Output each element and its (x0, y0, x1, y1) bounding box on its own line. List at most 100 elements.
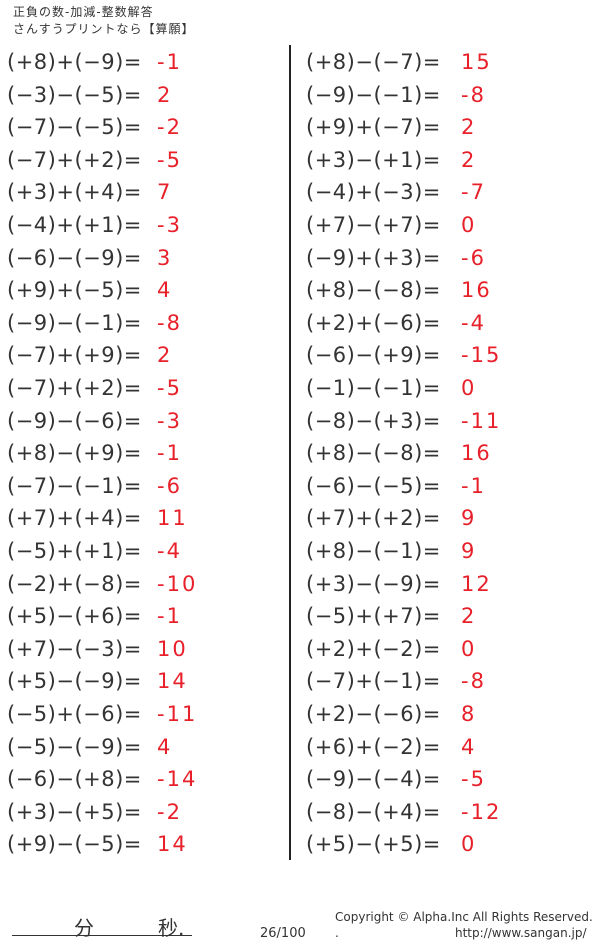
problem-expression: (−7)+(+2)= (7, 147, 142, 172)
problem-expression: (+8)+(−9)= (7, 50, 142, 74)
problem-expression: (+7)+(+4)= (7, 506, 142, 531)
problem-row: (−6)−(+9)= -15 (306, 340, 499, 370)
site-link[interactable]: http://www.sangan.jp/ (455, 926, 587, 940)
answer: 7 (157, 180, 173, 205)
answer: 4 (461, 734, 477, 759)
answer: -10 (157, 571, 198, 596)
answer: 0 (461, 832, 477, 857)
problem-row: (+8)−(−7)= 15 (306, 47, 490, 77)
problem-row: (+9)−(−5)= 14 (7, 829, 186, 859)
problem-expression: (−4)+(+1)= (7, 213, 142, 237)
answer: 4 (157, 734, 173, 759)
problem-row: (+8)−(−8)= 16 (306, 438, 490, 468)
answer: -1 (461, 473, 486, 498)
minutes-label: 分 (74, 916, 94, 940)
answer: 3 (157, 245, 173, 270)
problem-row: (+8)−(−8)= 16 (306, 275, 490, 305)
time-underline (12, 935, 192, 936)
problem-row: (+5)−(+5)= 0 (306, 829, 474, 859)
problem-row: (−5)−(−9)= 4 (7, 732, 170, 762)
problem-expression: (+3)−(+1)= (306, 147, 441, 172)
footer-dot: . (335, 926, 339, 940)
problem-row: (−8)−(+4)= -12 (306, 797, 499, 827)
answer: -6 (157, 473, 182, 498)
answer: -4 (461, 310, 486, 335)
answer: 4 (157, 278, 173, 303)
problem-row: (−2)+(−8)= -10 (7, 569, 195, 599)
seconds-label: 秒. (158, 916, 185, 940)
problem-row: (+7)+(+2)= 9 (306, 503, 474, 533)
answer: -1 (157, 50, 182, 74)
problem-row: (+5)−(−9)= 14 (7, 666, 186, 696)
problem-expression: (−6)−(−5)= (306, 473, 441, 498)
answer: 9 (461, 506, 477, 531)
problem-expression: (−9)−(−1)= (306, 82, 441, 107)
answer: -14 (157, 767, 198, 792)
answer: -3 (157, 408, 182, 433)
answer: -7 (461, 180, 486, 205)
page-number: 26/100 (260, 926, 306, 941)
answer: -5 (461, 767, 486, 792)
problem-row: (−3)−(−5)= 2 (7, 80, 170, 110)
problem-expression: (+8)−(+9)= (7, 441, 142, 466)
answer: -8 (157, 310, 182, 335)
problem-row: (−9)+(+3)= -6 (306, 243, 484, 273)
problem-expression: (−9)−(−6)= (7, 408, 142, 433)
problem-expression: (+7)−(−3)= (7, 636, 142, 661)
answer: -2 (157, 799, 182, 824)
problem-row: (−6)−(−9)= 3 (7, 243, 170, 273)
problem-row: (−6)−(−5)= -1 (306, 471, 484, 501)
answer: 9 (461, 539, 477, 563)
answer: -1 (157, 441, 182, 466)
problem-expression: (−5)−(−9)= (7, 734, 142, 759)
problem-row: (−9)−(−1)= -8 (7, 308, 180, 338)
problem-expression: (+5)−(+6)= (7, 604, 142, 629)
problem-row: (+7)+(+4)= 11 (7, 503, 186, 533)
problem-expression: (−4)+(−3)= (306, 180, 441, 205)
answer: 0 (461, 213, 477, 237)
answer: -8 (461, 82, 486, 107)
problem-row: (+8)+(−9)= -1 (7, 47, 180, 77)
problem-expression: (+6)+(−2)= (306, 734, 441, 759)
problem-row: (−4)+(+1)= -3 (7, 210, 180, 240)
problem-row: (+7)−(+7)= 0 (306, 210, 474, 240)
problem-expression: (+8)−(−7)= (306, 50, 441, 74)
answer: -4 (157, 539, 182, 563)
problem-expression: (−3)−(−5)= (7, 82, 142, 107)
answer: 16 (461, 278, 492, 303)
problem-row: (+2)+(−2)= 0 (306, 634, 474, 664)
problem-expression: (−9)+(+3)= (306, 245, 441, 270)
problem-expression: (−6)−(+8)= (7, 767, 142, 792)
answer: 2 (461, 115, 477, 140)
problem-expression: (+3)−(+5)= (7, 799, 142, 824)
problem-row: (−5)+(−6)= -11 (7, 699, 195, 729)
problem-row: (−7)+(+9)= 2 (7, 340, 170, 370)
problem-row: (−7)+(+2)= -5 (7, 373, 180, 403)
answer: -8 (461, 669, 486, 694)
problem-expression: (−5)+(+7)= (306, 604, 441, 629)
answer: 14 (157, 669, 188, 694)
answer: 0 (461, 636, 477, 661)
problem-row: (−7)+(+2)= -5 (7, 145, 180, 175)
answer: -5 (157, 376, 182, 400)
answer: 2 (461, 147, 477, 172)
problem-row: (−4)+(−3)= -7 (306, 177, 484, 207)
problem-expression: (+9)+(−7)= (306, 115, 441, 140)
problem-expression: (−7)+(+9)= (7, 343, 142, 368)
problem-expression: (−7)−(−1)= (7, 473, 142, 498)
problem-expression: (−9)−(−4)= (306, 767, 441, 792)
answer: -5 (157, 147, 182, 172)
problem-expression: (+5)−(−9)= (7, 669, 142, 694)
worksheet-title: 正負の数-加減-整数解答 (13, 5, 154, 19)
answer: 11 (157, 506, 188, 531)
problem-row: (−7)−(−5)= -2 (7, 112, 180, 142)
copyright: Copyright © Alpha.Inc All Rights Reserve… (335, 910, 593, 924)
answer: -11 (157, 702, 198, 726)
problem-expression: (+7)+(+2)= (306, 506, 441, 531)
problem-expression: (−7)−(−5)= (7, 115, 142, 140)
answer: -15 (461, 343, 502, 368)
problem-row: (+3)−(+1)= 2 (306, 145, 474, 175)
problem-row: (−9)−(−1)= -8 (306, 80, 484, 110)
problem-row: (−7)+(−1)= -8 (306, 666, 484, 696)
